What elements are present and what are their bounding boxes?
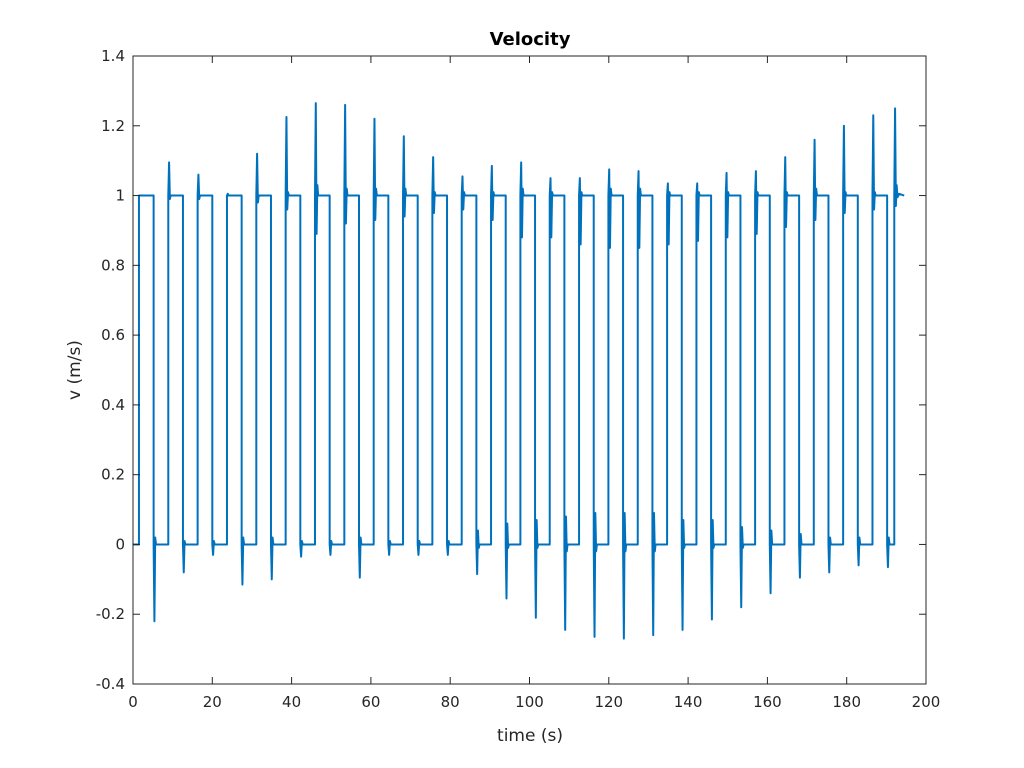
x-tick-label-10: 200 [912,693,941,711]
tick-labels: 0 20 40 60 80 100 120 140 160 180 200 -0.4 -0.2 0 0.2 0… [96,47,941,711]
x-tick-label-1: 20 [203,693,222,711]
y-tick-label-5: 0.6 [101,326,125,344]
series-line-0 [133,102,905,640]
y-tick-label-9: 1.4 [101,47,125,65]
series-group [133,102,905,640]
x-tick-label-8: 160 [753,693,782,711]
y-tick-label-6: 0.8 [101,256,125,274]
axes-group [132,55,927,685]
y-axis-label: v (m/s) [65,340,85,400]
x-tick-label-7: 140 [674,693,703,711]
x-tick-label-3: 60 [361,693,380,711]
x-tick-label-5: 100 [515,693,544,711]
x-tick-label-6: 120 [594,693,623,711]
x-tick-label-4: 80 [441,693,460,711]
plot-area [133,56,926,684]
y-tick-label-4: 0.4 [101,396,125,414]
y-tick-label-2: 0 [115,535,125,553]
y-tick-label-0: -0.4 [96,675,125,693]
chart-title: Velocity [490,29,571,50]
y-tick-label-7: 1 [115,187,125,205]
y-tick-label-8: 1.2 [101,117,125,135]
y-tick-label-1: -0.2 [96,605,125,623]
x-axis-label: time (s) [497,726,563,746]
x-tick-label-2: 40 [282,693,301,711]
x-tick-label-9: 180 [832,693,861,711]
x-tick-label-0: 0 [128,693,138,711]
plot-area-background [133,56,926,684]
y-tick-label-3: 0.2 [101,466,125,484]
